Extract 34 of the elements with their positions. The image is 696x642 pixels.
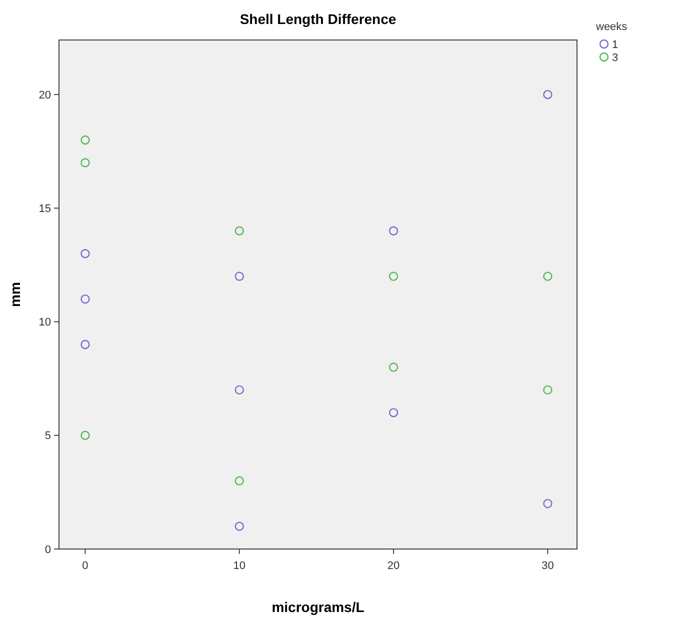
legend-label: 1	[612, 38, 618, 51]
point	[234, 476, 244, 486]
point	[543, 385, 552, 395]
point	[80, 158, 90, 168]
point	[80, 135, 90, 145]
point	[80, 340, 90, 350]
point	[543, 272, 552, 281]
y-tick-label: 0	[44, 544, 51, 556]
legend-label: 3	[612, 52, 618, 64]
point	[80, 249, 90, 258]
y-tick-label: 5	[44, 430, 51, 442]
y-axis-title: mm	[7, 282, 23, 307]
y-tick-label: 15	[38, 203, 51, 215]
point	[234, 226, 244, 236]
legend-title: weeks	[595, 21, 628, 33]
point	[388, 226, 398, 236]
chart-title: Shell Length Difference	[240, 11, 396, 27]
point	[80, 430, 90, 440]
point	[234, 385, 244, 395]
point	[388, 272, 398, 281]
point	[234, 272, 244, 281]
x-axis-title: micrograms/L	[272, 599, 365, 615]
x-tick-label: 30	[542, 560, 554, 572]
point	[543, 90, 552, 100]
point	[388, 408, 398, 418]
point	[234, 522, 244, 531]
x-tick-label: 20	[387, 560, 400, 572]
point	[80, 294, 90, 304]
y-tick-label: 10	[38, 316, 51, 329]
point	[388, 362, 398, 372]
x-tick-label: 10	[233, 560, 246, 572]
y-tick-label: 20	[38, 89, 51, 102]
x-tick-label: 0	[82, 560, 88, 572]
point	[543, 498, 552, 508]
